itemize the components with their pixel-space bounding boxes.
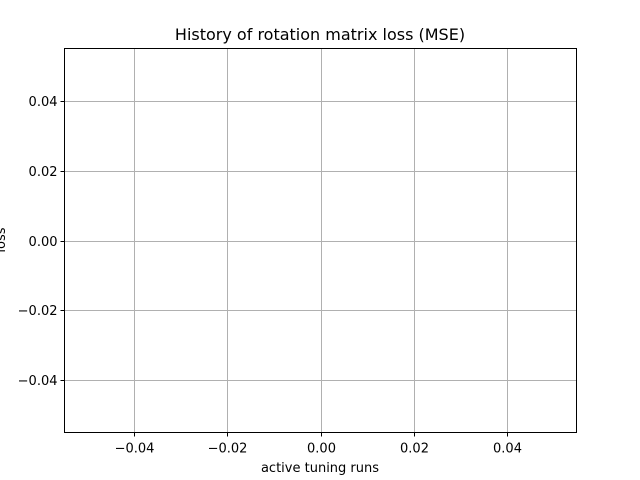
y-tick-label: −0.02	[18, 304, 58, 319]
plot-area-frame	[64, 48, 577, 433]
x-axis: −0.04 −0.02 0.00 0.02 0.04	[115, 432, 522, 457]
y-tick-label: 0.02	[29, 165, 58, 180]
y-tick-label: 0.00	[29, 235, 58, 250]
x-axis-label: active tuning runs	[261, 461, 379, 476]
x-tick-label: −0.02	[208, 442, 248, 457]
y-tick-label: −0.04	[18, 374, 58, 389]
grid	[64, 48, 577, 433]
y-axis: −0.04 −0.02 0.00 0.02 0.04	[18, 95, 65, 389]
y-tick-label: 0.04	[29, 95, 58, 110]
x-tick-label: 0.02	[400, 442, 429, 457]
x-tick-label: −0.04	[115, 442, 155, 457]
x-tick-label: 0.00	[307, 442, 336, 457]
x-tick-label: 0.04	[493, 442, 522, 457]
y-axis-label: loss	[0, 227, 9, 252]
chart-title: History of rotation matrix loss (MSE)	[175, 25, 465, 44]
